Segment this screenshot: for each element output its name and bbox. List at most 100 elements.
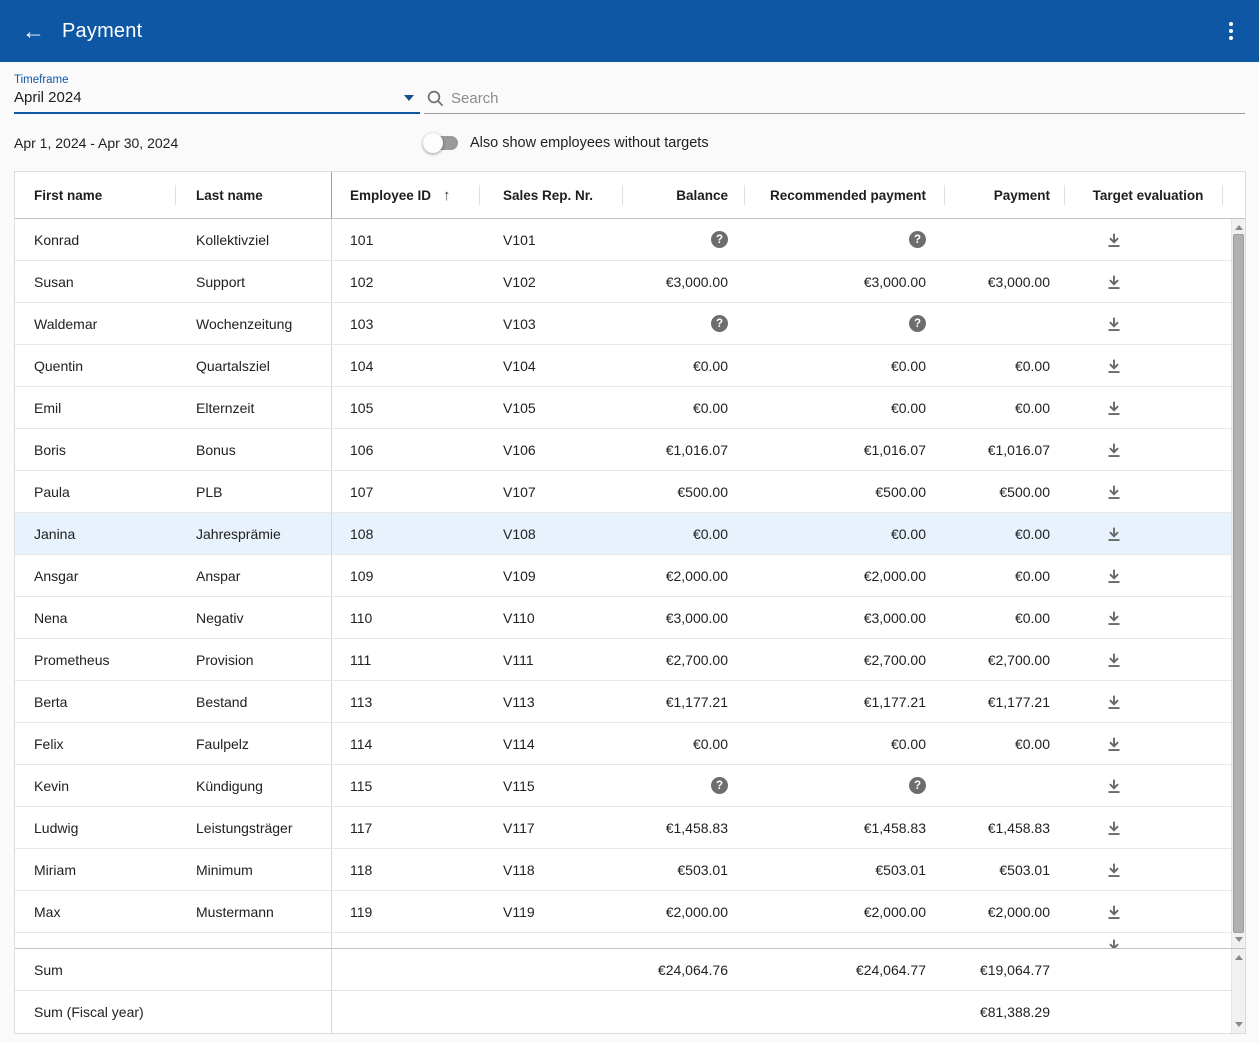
sum-scroll-up-icon[interactable] bbox=[1235, 955, 1243, 960]
cell-first-name: Waldemar bbox=[15, 303, 176, 344]
table-row[interactable]: PrometheusProvision111V111€2,700.00€2,70… bbox=[15, 639, 1231, 681]
scroll-down-icon[interactable] bbox=[1235, 937, 1243, 942]
table-row[interactable]: NenaNegativ110V110€3,000.00€3,000.00€0.0… bbox=[15, 597, 1231, 639]
question-icon[interactable]: ? bbox=[711, 315, 728, 332]
sort-asc-icon: ↑ bbox=[443, 187, 451, 204]
search-icon bbox=[426, 89, 445, 108]
download-icon[interactable] bbox=[1105, 315, 1123, 333]
cell-target-evaluation bbox=[1065, 891, 1231, 932]
question-icon[interactable]: ? bbox=[909, 315, 926, 332]
cell-recommended-payment: €0.00 bbox=[745, 723, 945, 764]
timeframe-select[interactable]: Timeframe April 2024 bbox=[14, 74, 420, 114]
cell-recommended-payment: €2,000.00 bbox=[745, 555, 945, 596]
download-icon[interactable] bbox=[1105, 819, 1123, 837]
table-row[interactable]: EmilElternzeit105V105€0.00€0.00€0.00 bbox=[15, 387, 1231, 429]
table-row[interactable]: BorisBonus106V106€1,016.07€1,016.07€1,01… bbox=[15, 429, 1231, 471]
app-bar: ← Payment bbox=[0, 0, 1259, 62]
cell-payment: €503.01 bbox=[945, 849, 1065, 890]
cell-target-evaluation bbox=[1065, 303, 1231, 344]
download-icon[interactable] bbox=[1105, 937, 1123, 948]
more-options-icon[interactable] bbox=[1221, 16, 1241, 46]
col-header-sales-rep[interactable]: Sales Rep. Nr. bbox=[480, 172, 623, 218]
table-row[interactable]: KevinKündigung115V115?? bbox=[15, 765, 1231, 807]
table-scrollbar[interactable] bbox=[1231, 219, 1245, 948]
cell-last-name: Support bbox=[176, 261, 332, 302]
cell-first-name: Felix bbox=[15, 723, 176, 764]
table-row[interactable]: AnsgarAnspar109V109€2,000.00€2,000.00€0.… bbox=[15, 555, 1231, 597]
table-row[interactable]: FelixFaulpelz114V114€0.00€0.00€0.00 bbox=[15, 723, 1231, 765]
cell-first-name: Quentin bbox=[15, 345, 176, 386]
question-icon[interactable]: ? bbox=[711, 777, 728, 794]
table-row[interactable]: MiriamMinimum118V118€503.01€503.01€503.0… bbox=[15, 849, 1231, 891]
download-icon[interactable] bbox=[1105, 525, 1123, 543]
cell-payment: €0.00 bbox=[945, 345, 1065, 386]
table-row[interactable]: MaxMustermann119V119€2,000.00€2,000.00€2… bbox=[15, 891, 1231, 933]
question-icon[interactable]: ? bbox=[909, 777, 926, 794]
cell-employee-id: 115 bbox=[332, 765, 480, 806]
download-icon[interactable] bbox=[1105, 357, 1123, 375]
toggle-label: Also show employees without targets bbox=[470, 135, 709, 151]
search-input[interactable] bbox=[451, 90, 1245, 107]
toggle-show-without-targets[interactable] bbox=[423, 133, 459, 153]
table-row[interactable]: LudwigLeistungsträger117V117€1,458.83€1,… bbox=[15, 807, 1231, 849]
table-row[interactable]: WaldemarWochenzeitung103V103?? bbox=[15, 303, 1231, 345]
sum-scrollbar[interactable] bbox=[1231, 949, 1245, 1033]
table-row[interactable]: BertaBestand113V113€1,177.21€1,177.21€1,… bbox=[15, 681, 1231, 723]
cell-payment: €2,000.00 bbox=[945, 891, 1065, 932]
col-header-employee-id[interactable]: Employee ID ↑ bbox=[332, 172, 480, 218]
question-icon[interactable]: ? bbox=[909, 231, 926, 248]
col-header-first-name[interactable]: First name bbox=[15, 172, 176, 218]
cell-last-name: Elternzeit bbox=[176, 387, 332, 428]
col-header-payment[interactable]: Payment bbox=[945, 172, 1065, 218]
cell-sales-rep: V109 bbox=[480, 555, 623, 596]
download-icon[interactable] bbox=[1105, 903, 1123, 921]
table-row[interactable]: PaulaPLB107V107€500.00€500.00€500.00 bbox=[15, 471, 1231, 513]
download-icon[interactable] bbox=[1105, 273, 1123, 291]
download-icon[interactable] bbox=[1105, 777, 1123, 795]
col-header-balance[interactable]: Balance bbox=[623, 172, 745, 218]
cell-recommended-payment: €0.00 bbox=[745, 345, 945, 386]
cell-balance: €0.00 bbox=[623, 513, 745, 554]
cell-last-name: Kollektivziel bbox=[176, 219, 332, 260]
cell-balance: €3,000.00 bbox=[623, 597, 745, 638]
date-range: Apr 1, 2024 - Apr 30, 2024 bbox=[14, 135, 409, 151]
question-icon[interactable]: ? bbox=[711, 231, 728, 248]
cell-employee-id: 110 bbox=[332, 597, 480, 638]
cell-sales-rep: V104 bbox=[480, 345, 623, 386]
download-icon[interactable] bbox=[1105, 567, 1123, 585]
sum-payment: €19,064.77 bbox=[945, 949, 1065, 990]
cell-first-name: Janina bbox=[15, 513, 176, 554]
cell-employee-id: 108 bbox=[332, 513, 480, 554]
table-row[interactable]: SusanSupport102V102€3,000.00€3,000.00€3,… bbox=[15, 261, 1231, 303]
search-field[interactable] bbox=[424, 89, 1245, 114]
download-icon[interactable] bbox=[1105, 609, 1123, 627]
scroll-up-icon[interactable] bbox=[1235, 225, 1243, 230]
back-icon[interactable]: ← bbox=[22, 18, 52, 45]
cell-balance: €1,016.07 bbox=[623, 429, 745, 470]
partial-row bbox=[15, 933, 1231, 948]
download-icon[interactable] bbox=[1105, 231, 1123, 249]
download-icon[interactable] bbox=[1105, 651, 1123, 669]
download-icon[interactable] bbox=[1105, 441, 1123, 459]
cell-recommended-payment: €500.00 bbox=[745, 471, 945, 512]
cell-target-evaluation bbox=[1065, 849, 1231, 890]
sum-balance: €24,064.76 bbox=[623, 949, 745, 990]
download-icon[interactable] bbox=[1105, 861, 1123, 879]
table-row[interactable]: JaninaJahresprämie108V108€0.00€0.00€0.00 bbox=[15, 513, 1231, 555]
cell-target-evaluation bbox=[1065, 387, 1231, 428]
download-icon[interactable] bbox=[1105, 735, 1123, 753]
table-row[interactable]: KonradKollektivziel101V101?? bbox=[15, 219, 1231, 261]
download-icon[interactable] bbox=[1105, 693, 1123, 711]
download-icon[interactable] bbox=[1105, 399, 1123, 417]
scroll-thumb[interactable] bbox=[1233, 234, 1244, 933]
table-row[interactable]: QuentinQuartalsziel104V104€0.00€0.00€0.0… bbox=[15, 345, 1231, 387]
col-header-target-evaluation[interactable]: Target evaluation bbox=[1065, 172, 1231, 218]
cell-last-name: PLB bbox=[176, 471, 332, 512]
col-header-recommended-payment[interactable]: Recommended payment bbox=[745, 172, 945, 218]
download-icon[interactable] bbox=[1105, 483, 1123, 501]
sum-scroll-down-icon[interactable] bbox=[1235, 1022, 1243, 1027]
cell-balance: €1,177.21 bbox=[623, 681, 745, 722]
cell-balance: €1,458.83 bbox=[623, 807, 745, 848]
col-header-last-name[interactable]: Last name bbox=[176, 172, 332, 218]
cell-employee-id: 103 bbox=[332, 303, 480, 344]
